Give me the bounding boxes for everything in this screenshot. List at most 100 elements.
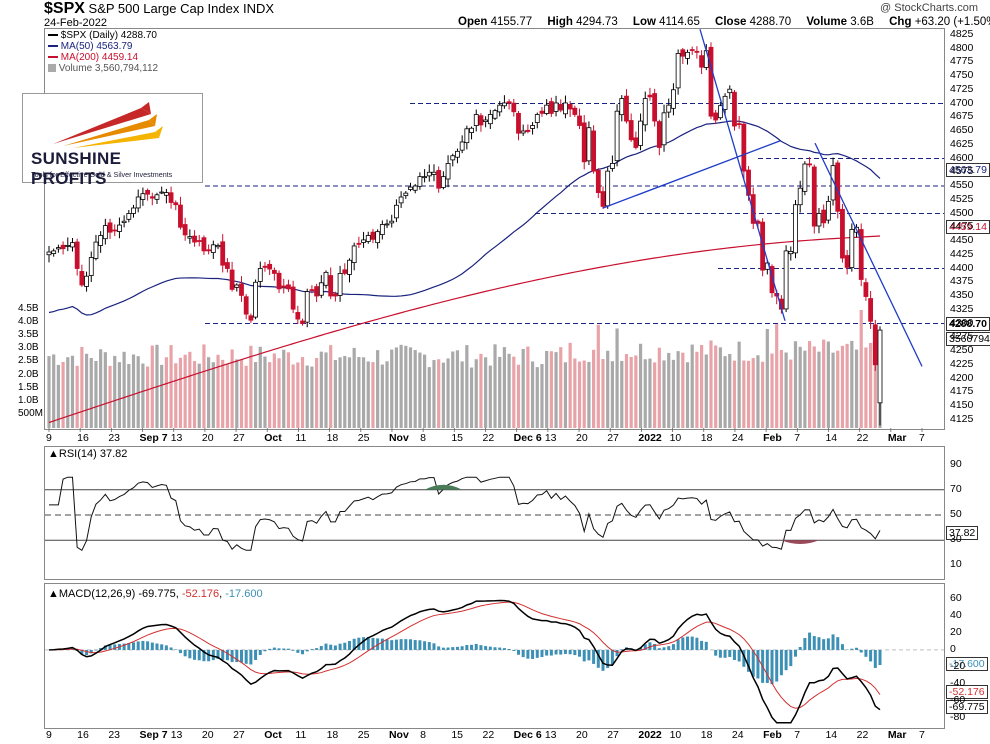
candle-body bbox=[440, 176, 446, 188]
candle-body bbox=[581, 122, 587, 163]
volume-bar bbox=[836, 350, 840, 428]
macd-legend: ▲MACD(12,26,9) -69.775, -52.176, -17.600 bbox=[48, 588, 263, 600]
macd-histogram-bar bbox=[873, 649, 877, 668]
macd-histogram-bar bbox=[291, 649, 295, 651]
volume-bar bbox=[554, 352, 558, 428]
ohlc-readout: Open 4155.77 High 4294.73 Low 4114.65 Cl… bbox=[458, 16, 990, 28]
volume-bar bbox=[746, 360, 751, 428]
volume-bar bbox=[366, 361, 370, 428]
x-tick-label: Oct bbox=[264, 729, 282, 741]
volume-bar bbox=[488, 365, 492, 428]
candle-body bbox=[807, 163, 812, 166]
macd-histogram-bar bbox=[108, 644, 112, 650]
macd-histogram-bar bbox=[286, 648, 290, 650]
candle-body bbox=[811, 166, 817, 227]
macd-histogram-bar bbox=[615, 649, 619, 657]
x-tick-label: 27 bbox=[233, 729, 245, 741]
volume-bar bbox=[695, 351, 699, 428]
macd-histogram-bar bbox=[394, 639, 398, 650]
candle-body bbox=[403, 192, 409, 196]
macd-histogram-bar bbox=[455, 646, 459, 650]
macd-histogram-bar bbox=[99, 647, 103, 650]
change-value: Chg +63.20 (+1.50%) ▲ bbox=[889, 16, 990, 28]
candle-body bbox=[525, 129, 531, 132]
volume-bar bbox=[577, 361, 582, 428]
candle-body bbox=[295, 312, 301, 320]
volume-bar bbox=[192, 361, 197, 428]
volume-bar bbox=[498, 356, 502, 428]
macd-histogram-bar bbox=[620, 649, 624, 650]
volume-y-tick: 1.5B bbox=[18, 381, 39, 393]
x-tick-label: 20 bbox=[576, 729, 588, 741]
volume-bar bbox=[526, 346, 530, 428]
trend-line bbox=[699, 29, 786, 321]
macd-histogram-bar bbox=[235, 649, 239, 663]
x-tick-label: 9 bbox=[46, 432, 52, 444]
volume-bar bbox=[286, 352, 291, 428]
candle-body bbox=[361, 239, 366, 243]
macd-histogram-bar bbox=[498, 647, 502, 650]
volume-bar bbox=[282, 349, 286, 428]
volume-bar bbox=[89, 357, 93, 428]
candle-body bbox=[314, 286, 320, 297]
volume-bar bbox=[770, 353, 774, 428]
macd-histogram-bar bbox=[573, 649, 577, 656]
candle-body bbox=[417, 176, 423, 187]
price-y-tick: 4325 bbox=[950, 302, 974, 315]
macd-histogram-bar bbox=[338, 643, 342, 650]
volume-y-tick: 3.5B bbox=[18, 329, 39, 341]
macd-histogram-bar bbox=[305, 649, 309, 652]
volume-bar bbox=[84, 353, 89, 428]
x-tick-label: 2022 bbox=[638, 432, 662, 444]
x-tick-label: 20 bbox=[201, 432, 214, 444]
candle-body bbox=[290, 286, 296, 310]
candle-body bbox=[741, 123, 747, 172]
macd-histogram-bar bbox=[610, 649, 614, 665]
volume-bar bbox=[333, 360, 337, 428]
macd-histogram-bar bbox=[418, 640, 422, 650]
macd-histogram-bar bbox=[254, 649, 258, 660]
macd-histogram-bar bbox=[113, 644, 117, 650]
macd-histogram-bar bbox=[352, 638, 356, 650]
macd-histogram-bar bbox=[413, 640, 417, 650]
macd-histogram-bar bbox=[545, 649, 549, 656]
index-name: S&P 500 Large Cap Index bbox=[88, 1, 240, 16]
macd-panel bbox=[44, 583, 945, 729]
macd-histogram-bar bbox=[347, 641, 351, 650]
volume-bar bbox=[239, 359, 244, 428]
volume-bar bbox=[620, 360, 624, 428]
macd-histogram-bar bbox=[183, 649, 187, 657]
volume-bar bbox=[807, 341, 812, 428]
volume-bar bbox=[601, 359, 605, 428]
macd-histogram-bar bbox=[728, 649, 732, 657]
volume-bar bbox=[798, 346, 802, 428]
volume-bar bbox=[225, 364, 230, 428]
macd-histogram-bar bbox=[831, 634, 835, 650]
candle-body bbox=[502, 102, 507, 107]
candle-body bbox=[769, 266, 775, 294]
macd-y-tick: 0 bbox=[950, 642, 956, 655]
macd-histogram-bar bbox=[380, 638, 384, 650]
candle-body bbox=[337, 273, 343, 296]
volume-bar bbox=[66, 357, 70, 428]
macd-histogram-bar bbox=[366, 636, 370, 650]
candle-body bbox=[309, 289, 315, 291]
macd-histogram-bar bbox=[516, 649, 520, 655]
candle-body bbox=[253, 281, 258, 318]
macd-y-tick: 40 bbox=[950, 608, 962, 621]
candle-body bbox=[830, 165, 836, 201]
candle-body bbox=[394, 204, 399, 219]
candle-body bbox=[703, 50, 709, 68]
macd-histogram-bar bbox=[390, 640, 394, 650]
x-tick-label: 22 bbox=[482, 729, 495, 741]
volume-bar bbox=[512, 356, 516, 428]
candle-body bbox=[408, 186, 413, 190]
price-y-tick: 4475 bbox=[950, 220, 974, 233]
macd-histogram-bar bbox=[362, 637, 366, 650]
candle-body bbox=[126, 213, 132, 220]
candle-body bbox=[609, 163, 615, 169]
price-last-box: 4288.70 bbox=[946, 317, 990, 331]
stockcharts-credit[interactable]: @ StockCharts.com bbox=[880, 2, 978, 14]
volume-y-tick: 4.5B bbox=[18, 303, 39, 314]
